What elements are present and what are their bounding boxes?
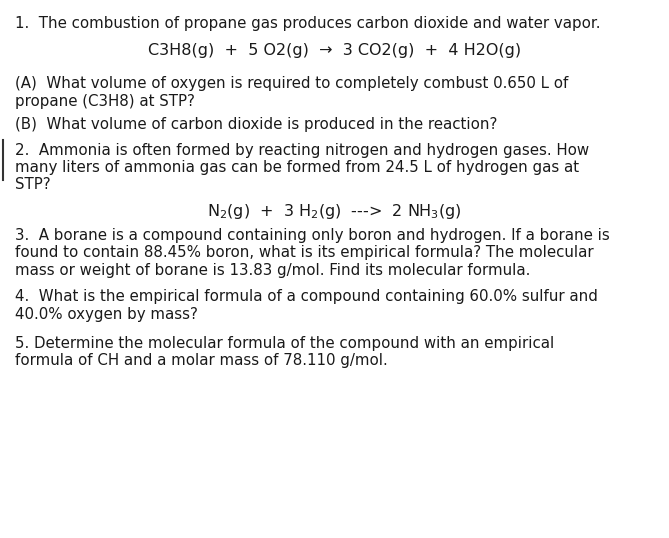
Text: (B)  What volume of carbon dioxide is produced in the reaction?: (B) What volume of carbon dioxide is pro…: [15, 117, 497, 132]
Text: 1.  The combustion of propane gas produces carbon dioxide and water vapor.: 1. The combustion of propane gas produce…: [15, 16, 600, 31]
Text: C3H8(g)  +  5 O2(g)  →  3 CO2(g)  +  4 H2O(g): C3H8(g) + 5 O2(g) → 3 CO2(g) + 4 H2O(g): [148, 43, 521, 58]
Text: N$_2$(g)  +  3 H$_2$(g)  --->  2 NH$_3$(g): N$_2$(g) + 3 H$_2$(g) ---> 2 NH$_3$(g): [207, 202, 462, 221]
Text: 5. Determine the molecular formula of the compound with an empirical: 5. Determine the molecular formula of th…: [15, 336, 554, 351]
Text: formula of CH and a molar mass of 78.110 g/mol.: formula of CH and a molar mass of 78.110…: [15, 353, 387, 368]
Text: 40.0% oxygen by mass?: 40.0% oxygen by mass?: [15, 307, 197, 322]
Text: (A)  What volume of oxygen is required to completely combust 0.650 L of: (A) What volume of oxygen is required to…: [15, 76, 568, 91]
Text: many liters of ammonia gas can be formed from 24.5 L of hydrogen gas at: many liters of ammonia gas can be formed…: [15, 160, 579, 175]
Text: mass or weight of borane is 13.83 g/mol. Find its molecular formula.: mass or weight of borane is 13.83 g/mol.…: [15, 263, 530, 278]
Text: 2.  Ammonia is often formed by reacting nitrogen and hydrogen gases. How: 2. Ammonia is often formed by reacting n…: [15, 143, 589, 158]
Text: 3.  A borane is a compound containing only boron and hydrogen. If a borane is: 3. A borane is a compound containing onl…: [15, 228, 609, 243]
Text: found to contain 88.45% boron, what is its empirical formula? The molecular: found to contain 88.45% boron, what is i…: [15, 245, 593, 260]
Text: propane (C3H8) at STP?: propane (C3H8) at STP?: [15, 94, 195, 109]
Text: STP?: STP?: [15, 177, 50, 192]
Text: 4.  What is the empirical formula of a compound containing 60.0% sulfur and: 4. What is the empirical formula of a co…: [15, 289, 597, 305]
